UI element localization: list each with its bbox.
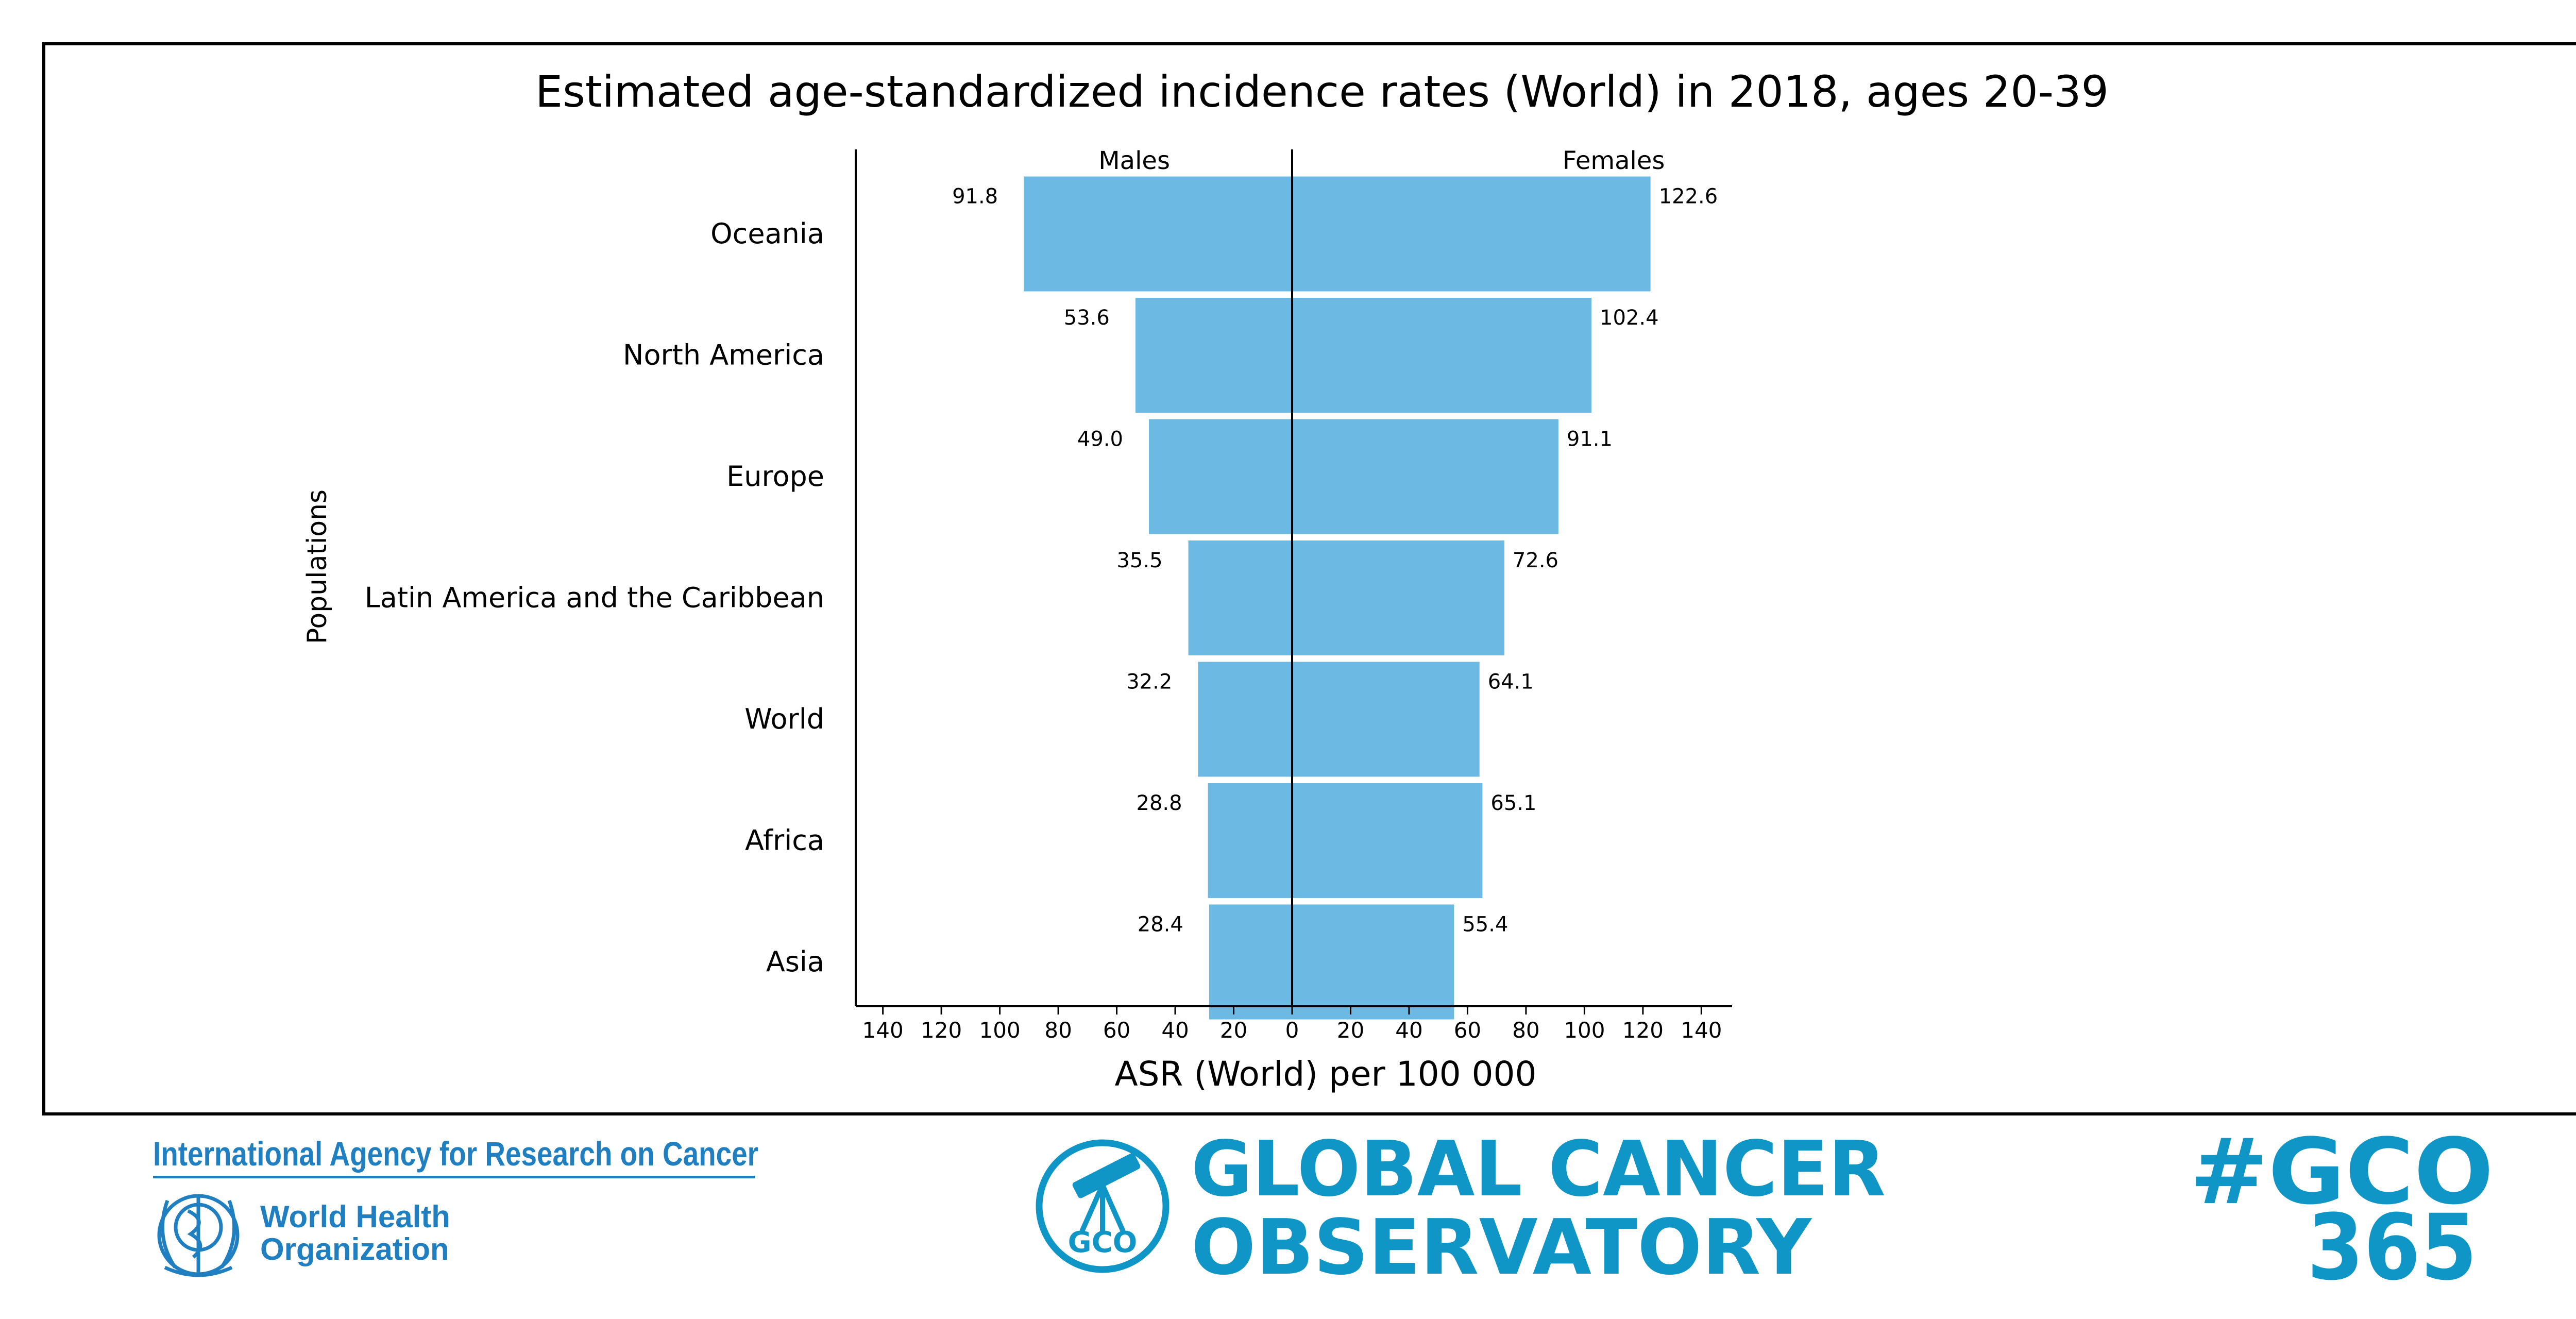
- category-label: Latin America and the Caribbean: [365, 582, 824, 614]
- category-label: World: [744, 703, 824, 735]
- value-label-males: 49.0: [1077, 428, 1123, 451]
- value-label-females: 64.1: [1488, 670, 1534, 694]
- x-tick-label: 140: [862, 1018, 904, 1043]
- bar-females: [1292, 783, 1483, 898]
- x-tick-label: 60: [1454, 1018, 1481, 1043]
- x-tick-label: 0: [1285, 1018, 1299, 1043]
- x-tick-label: 20: [1337, 1018, 1364, 1043]
- plot-area: 91.8 122.6 Oceania 53.6 102.4 North America 49…: [365, 146, 1732, 1043]
- x-tick-label: 40: [1395, 1018, 1422, 1043]
- bar-males: [1148, 419, 1292, 534]
- x-tick-label: 120: [1622, 1018, 1664, 1043]
- iarc-name: International Agency for Research on Can…: [153, 1135, 758, 1173]
- x-tick-label: 80: [1044, 1018, 1072, 1043]
- value-label-males: 91.8: [952, 185, 998, 209]
- value-label-females: 91.1: [1567, 428, 1613, 451]
- bar-males: [1209, 904, 1292, 1020]
- chart-frame: [42, 42, 2576, 1115]
- bar-females: [1292, 662, 1480, 777]
- y-axis-label: Populations: [302, 489, 333, 644]
- value-label-females: 65.1: [1490, 791, 1536, 815]
- hashtag-line1: #GCO: [2190, 1119, 2494, 1225]
- category-label: Africa: [745, 824, 824, 857]
- category-label: Oceania: [710, 217, 824, 250]
- x-tick-label: 20: [1220, 1018, 1247, 1043]
- value-label-females: 72.6: [1513, 549, 1558, 572]
- bar-females: [1292, 419, 1558, 534]
- bar-females: [1292, 298, 1592, 413]
- chart-title: Estimated age-standardized incidence rat…: [535, 66, 2109, 117]
- x-tick-label: 120: [921, 1018, 962, 1043]
- bar-males: [1198, 662, 1292, 777]
- value-label-males: 53.6: [1064, 306, 1110, 330]
- category-label: North America: [623, 339, 824, 371]
- category-label: Europe: [726, 460, 824, 493]
- gco-badge-text: GCO: [1068, 1226, 1138, 1259]
- x-axis-label: ASR (World) per 100 000: [1114, 1054, 1536, 1094]
- x-tick-label: 140: [1681, 1018, 1722, 1043]
- bar-males: [1188, 540, 1292, 655]
- hashtag-line2: 365: [2307, 1195, 2477, 1300]
- value-label-females: 55.4: [1462, 913, 1508, 937]
- who-name-line2: Organization: [260, 1232, 449, 1266]
- category-label: Asia: [766, 945, 824, 978]
- bar-females: [1292, 904, 1454, 1020]
- value-label-females: 102.4: [1600, 306, 1659, 330]
- series-label-females: Females: [1563, 146, 1665, 175]
- gco-title-line1: GLOBAL CANCER: [1191, 1125, 1886, 1213]
- bar-males: [1208, 783, 1292, 898]
- bar-females: [1292, 540, 1504, 655]
- bar-males: [1024, 176, 1292, 292]
- value-label-males: 35.5: [1117, 549, 1163, 572]
- x-tick-label: 100: [979, 1018, 1021, 1043]
- who-emblem-icon: [157, 1194, 240, 1277]
- value-label-females: 122.6: [1659, 185, 1718, 209]
- value-label-males: 32.2: [1126, 670, 1172, 694]
- x-tick-label: 100: [1564, 1018, 1605, 1043]
- x-tick-label: 40: [1161, 1018, 1189, 1043]
- value-label-males: 28.8: [1137, 791, 1182, 815]
- iarc-underline: [153, 1176, 755, 1178]
- bar-males: [1135, 298, 1292, 413]
- x-tick-label: 80: [1512, 1018, 1539, 1043]
- gco-title-line2: OBSERVATORY: [1191, 1203, 1812, 1292]
- bar-females: [1292, 176, 1651, 292]
- x-tick-label: 60: [1103, 1018, 1130, 1043]
- who-name-line1: World Health: [260, 1199, 450, 1234]
- series-label-males: Males: [1098, 146, 1170, 175]
- gco-telescope-icon: [1036, 1139, 1170, 1273]
- value-label-males: 28.4: [1138, 913, 1183, 937]
